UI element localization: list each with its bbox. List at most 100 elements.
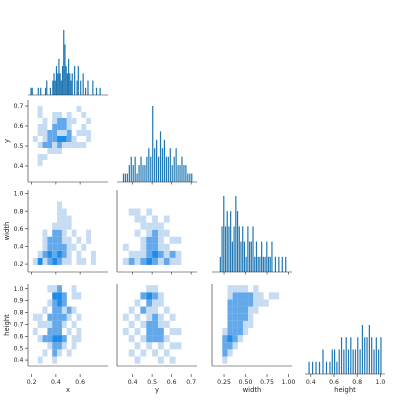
histogram-bar	[250, 241, 252, 272]
heatmap-cell	[52, 285, 58, 293]
heatmap-cell	[146, 313, 153, 321]
heatmap-cell	[134, 257, 141, 265]
heatmap-cell	[237, 327, 243, 336]
x-tick-label: 1.0	[375, 379, 385, 386]
heatmap-cell	[222, 327, 228, 336]
heatmap-cell	[152, 236, 158, 244]
heatmap-cell	[47, 327, 53, 336]
x-tick-label: 0.5	[147, 379, 157, 386]
heatmap-cell	[146, 299, 153, 307]
heatmap-cell	[128, 335, 135, 343]
heatmap-cell	[227, 306, 233, 314]
heatmap-cell	[52, 243, 58, 251]
histogram-bar	[128, 165, 130, 182]
histogram-bar	[124, 173, 126, 182]
heatmap-cell	[66, 257, 72, 265]
x-axis-label-width: width	[243, 386, 262, 394]
xaxis-height: 0.4 0.6 0.8 1.0 height	[306, 374, 385, 394]
y-tick-label: 0.5	[14, 143, 24, 150]
heatmap-cell	[42, 250, 48, 258]
heatmap-cell	[57, 201, 62, 209]
histogram-bar	[257, 256, 259, 272]
heatmap-cell	[157, 327, 164, 336]
heatmap-cell	[76, 335, 82, 343]
histogram-bar	[63, 30, 65, 95]
x-axis-label-x: x	[66, 386, 70, 394]
y-axis-label-y: y	[3, 139, 11, 143]
heatmap-cell	[242, 299, 249, 307]
heatmap-cell	[152, 320, 158, 328]
histogram-bar	[144, 165, 146, 182]
heatmap-cell	[61, 250, 67, 258]
heatmap-cell	[253, 306, 259, 314]
histogram-bar	[87, 80, 89, 95]
heatmap-cell	[152, 306, 158, 314]
heatmap-cell	[61, 299, 67, 307]
heatmap-cell	[47, 342, 53, 350]
x-tick-label: 0.4	[128, 379, 138, 386]
heatmap-cell	[140, 320, 147, 328]
histogram-bar	[278, 256, 280, 272]
histogram-bar	[30, 87, 32, 95]
histogram-height	[305, 325, 385, 375]
heatmap-cell	[61, 124, 67, 130]
heatmap-cell	[157, 299, 164, 307]
heatmap-cell	[227, 299, 233, 307]
x-tick-label: 0.6	[75, 379, 85, 386]
heatmap-cell	[37, 313, 43, 321]
heatmap-cell	[71, 136, 77, 142]
heatmap-cell	[52, 299, 58, 307]
heatmap-cell	[140, 250, 147, 258]
heatmap-cell	[42, 124, 48, 130]
heatmap-cell	[61, 118, 67, 124]
heatmap-cell	[86, 136, 92, 142]
heatmap-cell	[146, 229, 153, 237]
heatmap-cell	[157, 222, 164, 230]
heatmap-cell	[237, 299, 243, 307]
heatmap-cell	[242, 327, 249, 336]
heatmap-cell	[146, 320, 153, 328]
histogram-bar	[308, 361, 310, 374]
histogram-bar	[154, 148, 156, 182]
heatmap-cell	[57, 257, 62, 265]
heatmap-cell	[52, 222, 58, 230]
histogram-bar	[136, 173, 138, 182]
histogram-bar	[163, 139, 166, 182]
heatmap-cell	[32, 313, 38, 321]
histogram-bar	[266, 241, 268, 272]
histogram-bar	[132, 165, 134, 182]
heatmap-cell	[128, 257, 135, 265]
heatmap-cell	[169, 356, 176, 364]
histogram-bar	[315, 361, 317, 374]
heatmap-cell	[61, 313, 67, 321]
histogram-bar	[58, 58, 60, 95]
histogram-bar	[134, 156, 136, 182]
histogram-bar	[285, 256, 287, 272]
heatmap-cell	[146, 285, 153, 293]
heatmap-cell	[42, 243, 48, 251]
heatmap-cell	[57, 342, 62, 350]
heatmap-cell	[237, 292, 243, 300]
histogram-bar	[55, 66, 58, 95]
heatmap-cell	[76, 313, 82, 321]
heatmap-cell	[61, 142, 67, 148]
histogram-bar	[148, 148, 150, 182]
histogram-bar	[138, 165, 140, 182]
heatmap-cell	[61, 257, 67, 265]
heatmap-cell	[253, 285, 259, 293]
heatmap-cell	[76, 106, 82, 112]
heatmap-cell	[32, 327, 38, 336]
heatmap-cell	[268, 292, 274, 300]
heatmap-cell	[237, 335, 243, 343]
heatmap-cell	[66, 142, 72, 148]
histogram-bar	[243, 241, 246, 272]
heatmap-cell	[57, 243, 62, 251]
histogram-bar	[40, 87, 42, 95]
histogram-bar	[161, 148, 164, 182]
heatmap-cell	[42, 118, 48, 124]
y-tick-label: 0.7	[14, 322, 24, 329]
heatmap-cell	[42, 236, 48, 244]
heatmap-cell	[66, 250, 72, 258]
heatmap-cell	[146, 327, 153, 336]
heatmap-cell	[227, 320, 233, 328]
